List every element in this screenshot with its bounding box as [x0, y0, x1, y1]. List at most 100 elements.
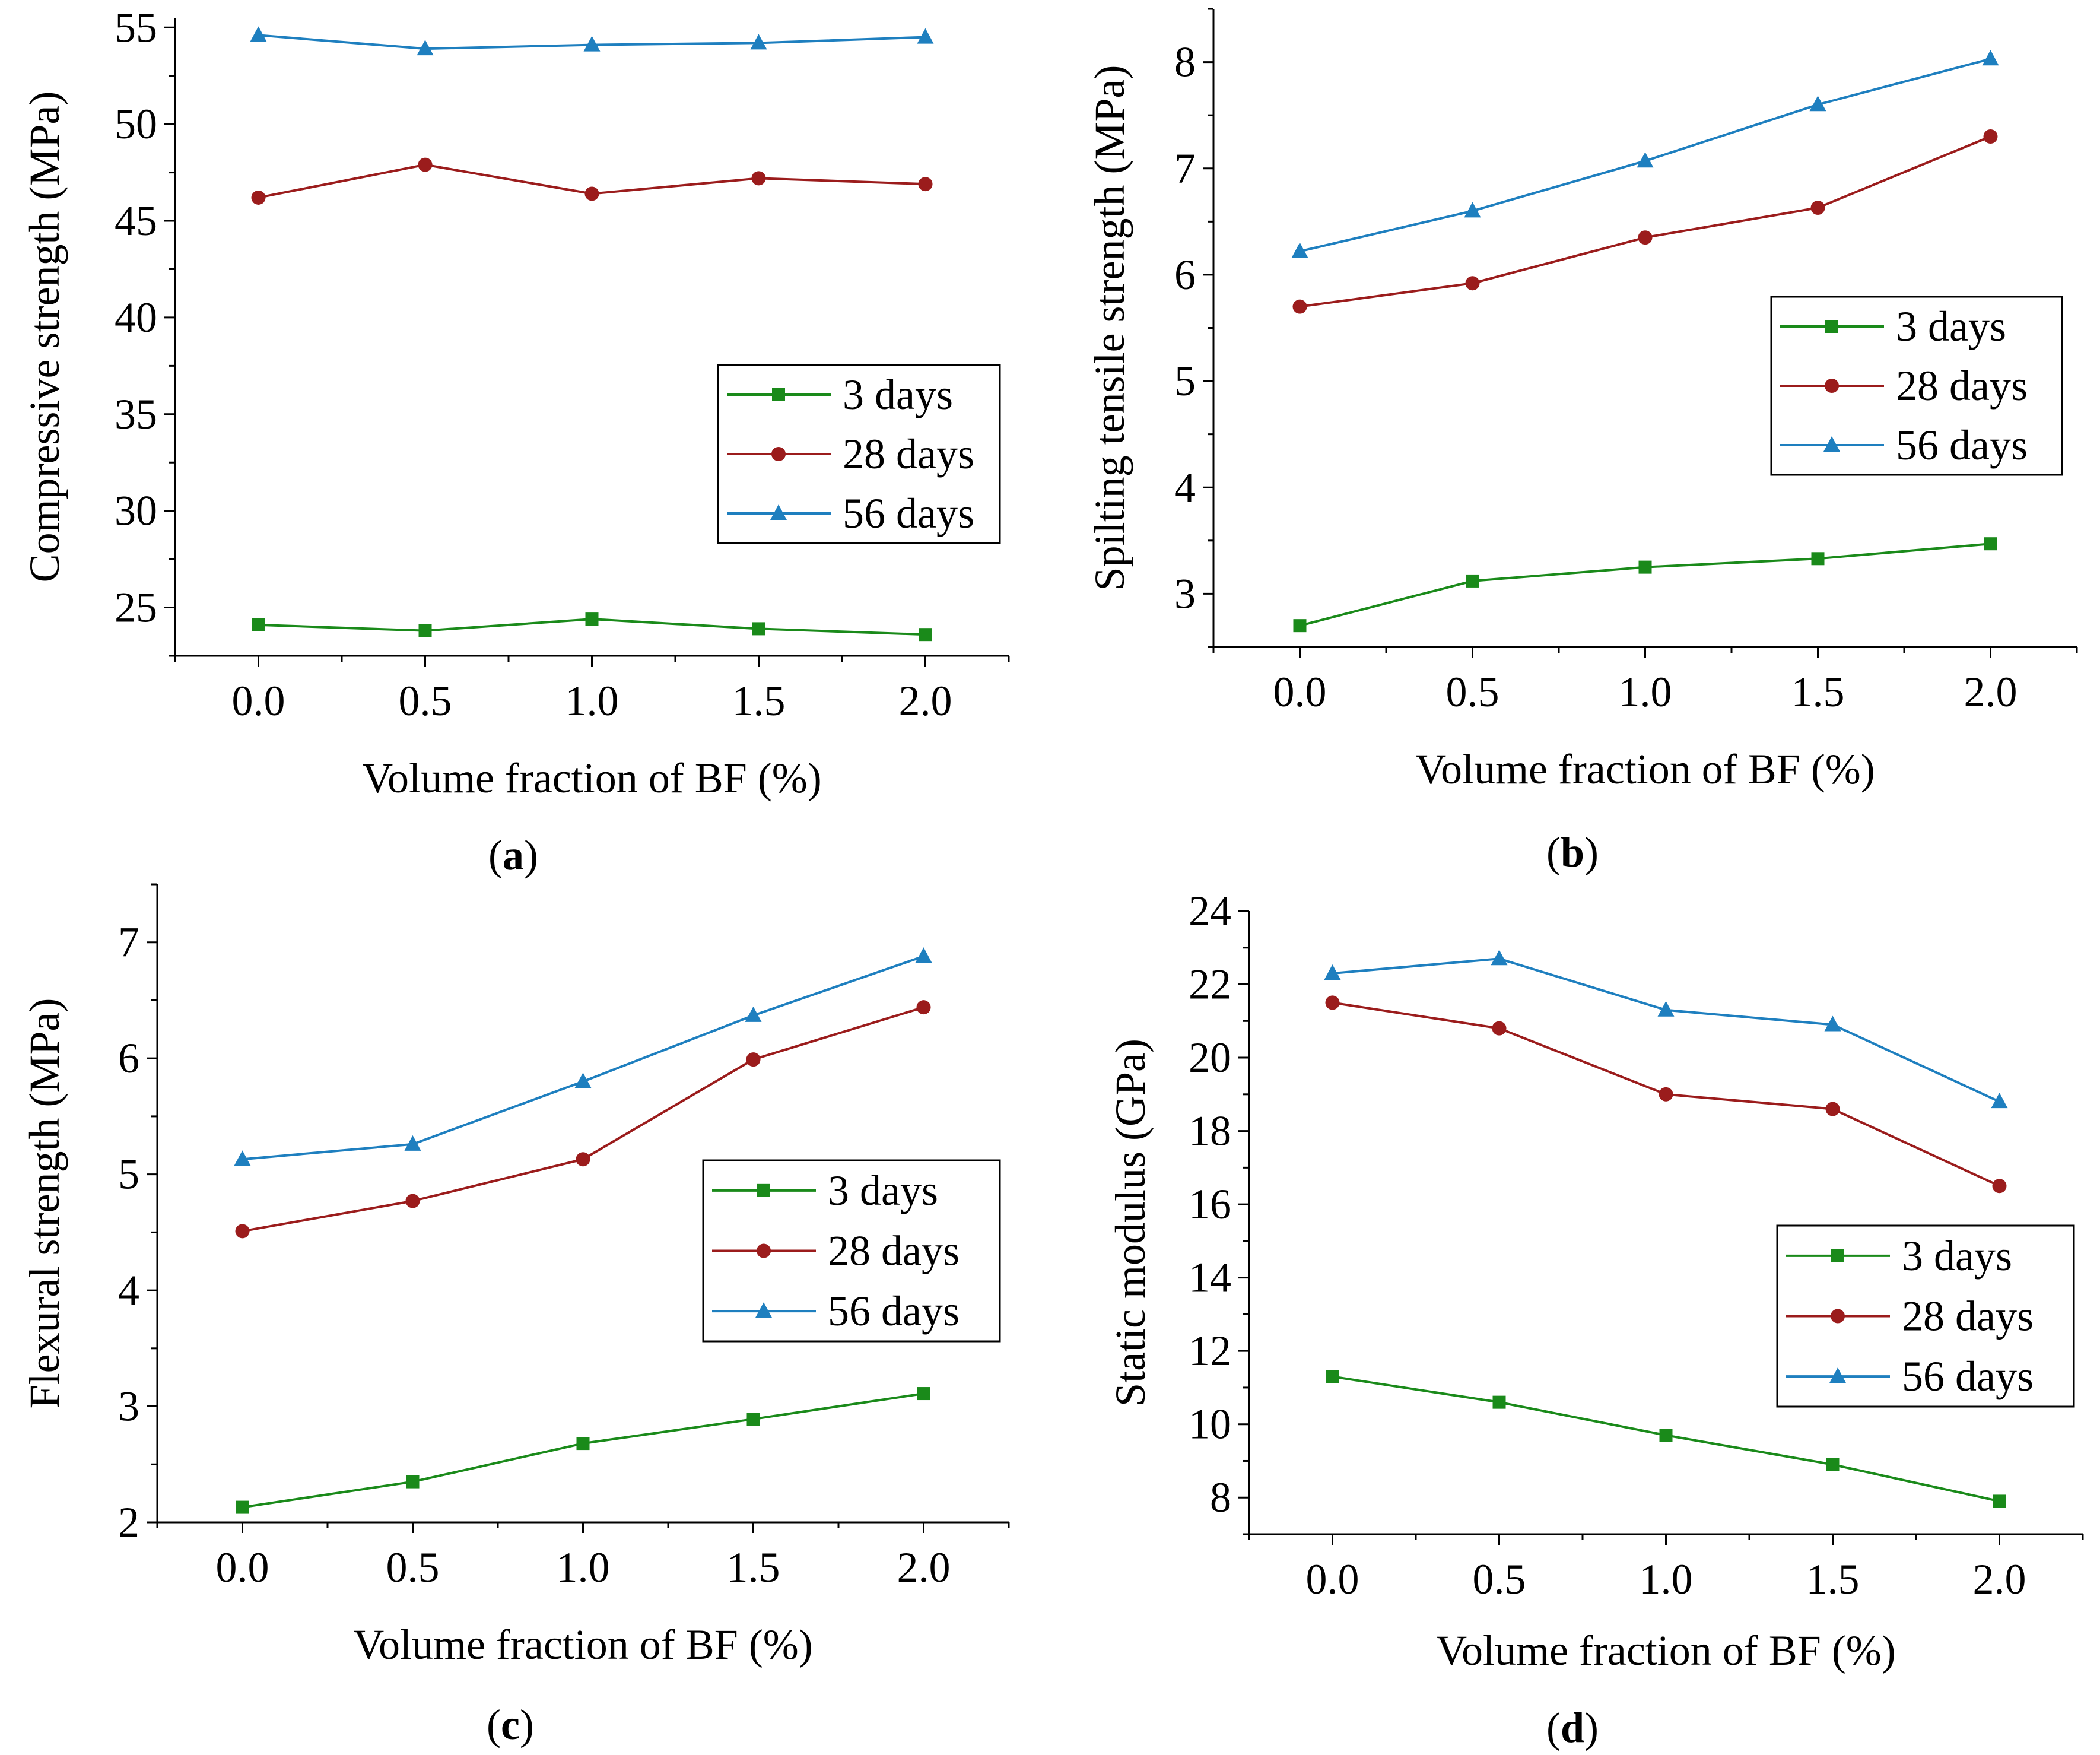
data-point-3-days	[919, 628, 932, 642]
panel-b-chart: 3 4 5 6 7 8 0.0 0.5 1.0 1.5 2.0 Spilting tensile st…	[1086, 8, 2078, 876]
y-tick-label: 14	[1189, 1254, 1231, 1302]
x-tick-label: 1.5	[1791, 668, 1845, 716]
series-line-56-days	[242, 955, 924, 1161]
x-tick-label: 0.5	[1446, 668, 1499, 716]
y-tick-label: 18	[1189, 1107, 1231, 1155]
x-tick-label: 0.0	[216, 1544, 269, 1591]
data-point-3-days	[1492, 1395, 1506, 1409]
x-axis-title: Volume fraction of BF (%)	[353, 1621, 813, 1668]
y-tick-label: 55	[115, 4, 157, 51]
data-point-28-days	[1325, 995, 1340, 1010]
data-point-56-days	[574, 1072, 592, 1088]
data-point-28-days	[751, 171, 766, 186]
x-axis-title: Volume fraction of BF (%)	[1415, 745, 1875, 793]
data-point-3-days	[406, 1475, 420, 1489]
data-point-56-days	[1637, 152, 1654, 168]
legend-label: 56 days	[1902, 1353, 2034, 1400]
data-point-3-days	[1293, 619, 1307, 633]
data-point-28-days	[418, 157, 433, 172]
data-point-56-days	[1324, 964, 1341, 980]
x-tick-label: 2.0	[1973, 1556, 2026, 1603]
legend-label: 3 days	[1902, 1232, 2012, 1280]
panel-label: (b)	[1546, 829, 1599, 876]
data-point-56-days	[1491, 950, 1508, 966]
data-point-28-days	[1810, 201, 1825, 215]
panel-d-chart: 8 10 12 14 16 18 20 22 24 0.0 0.5 1.0 1.5 2.0 Static m…	[1107, 887, 2084, 1751]
data-point-56-days	[1291, 242, 1308, 258]
legend-label: 28 days	[843, 430, 974, 478]
x-tick-label: 1.5	[727, 1544, 780, 1591]
y-tick-label: 24	[1189, 887, 1231, 935]
data-point-56-days	[250, 26, 267, 42]
data-point-28-days	[1638, 230, 1653, 245]
data-point-3-days	[917, 1387, 930, 1401]
data-point-3-days	[1638, 560, 1652, 574]
data-point-56-days	[1824, 1015, 1841, 1032]
data-point-3-days	[236, 1500, 249, 1514]
x-tick-label: 0.0	[1273, 668, 1327, 716]
data-point-3-days	[1466, 574, 1479, 588]
series-line-3-days	[1299, 542, 1991, 627]
y-tick-label: 3	[1174, 570, 1196, 617]
y-tick-label: 40	[115, 294, 157, 341]
y-tick-label: 8	[1210, 1474, 1231, 1521]
panel-a-chart: 25 30 35 40 45 50 55 0.0 0.5 1.0 1.5 2.0 Compressive…	[21, 4, 1010, 879]
y-tick-label: 30	[115, 487, 157, 535]
y-tick-label: 20	[1189, 1034, 1231, 1081]
y-tick-label: 35	[115, 391, 157, 438]
data-point-28-days	[235, 1224, 250, 1239]
data-point-56-days	[1991, 1093, 2008, 1109]
y-tick-label: 5	[118, 1151, 139, 1198]
legend-label: 56 days	[843, 490, 974, 537]
y-tick-label: 5	[1174, 357, 1196, 405]
data-point-3-days	[1826, 1458, 1840, 1471]
legend-marker-3-days	[757, 1183, 770, 1197]
data-point-56-days	[915, 947, 932, 963]
data-point-28-days	[918, 177, 933, 192]
data-point-28-days	[1492, 1021, 1507, 1036]
data-point-56-days	[1464, 202, 1481, 218]
y-tick-label: 8	[1174, 39, 1196, 86]
data-point-56-days	[745, 1006, 762, 1022]
legend-label: 56 days	[1896, 421, 2028, 469]
data-point-3-days	[585, 612, 599, 626]
data-point-3-days	[1326, 1370, 1339, 1383]
y-tick-label: 7	[1174, 145, 1196, 192]
data-point-28-days	[1292, 299, 1307, 314]
y-tick-label: 45	[115, 197, 157, 245]
y-tick-label: 2	[118, 1499, 139, 1546]
data-point-28-days	[746, 1052, 761, 1067]
data-point-56-days	[404, 1135, 421, 1151]
legend-marker-28-days	[771, 447, 786, 461]
panel-label: (c)	[487, 1701, 534, 1748]
legend-label: 28 days	[828, 1227, 960, 1275]
y-axis-title: Compressive strength (MPa)	[21, 91, 68, 583]
x-tick-label: 1.0	[557, 1544, 610, 1591]
data-point-28-days	[405, 1194, 420, 1208]
legend-marker-28-days	[1831, 1309, 1845, 1324]
x-tick-label: 1.5	[732, 677, 786, 725]
data-point-3-days	[418, 624, 432, 637]
y-tick-label: 4	[1174, 464, 1196, 511]
data-point-3-days	[576, 1437, 590, 1451]
x-tick-label: 1.0	[1640, 1556, 1693, 1603]
data-point-56-days	[917, 28, 934, 44]
data-point-3-days	[746, 1413, 760, 1426]
x-tick-label: 0.5	[1473, 1556, 1526, 1603]
data-point-28-days	[251, 190, 266, 205]
data-point-3-days	[1984, 537, 1997, 551]
data-point-28-days	[916, 1000, 931, 1015]
legend-label: 3 days	[828, 1167, 938, 1214]
x-tick-label: 1.5	[1806, 1556, 1860, 1603]
legend-marker-56-days	[1829, 1367, 1846, 1383]
y-tick-label: 10	[1189, 1401, 1231, 1448]
panel-label: (d)	[1546, 1704, 1599, 1751]
y-tick-label: 6	[1174, 251, 1196, 299]
y-tick-label: 4	[118, 1267, 139, 1314]
legend-marker-3-days	[1831, 1249, 1844, 1262]
data-point-56-days	[750, 34, 767, 50]
data-point-28-days	[1825, 1102, 1840, 1116]
y-axis-title: Static modulus (GPa)	[1107, 1039, 1154, 1407]
legend-label: 28 days	[1902, 1293, 2034, 1340]
